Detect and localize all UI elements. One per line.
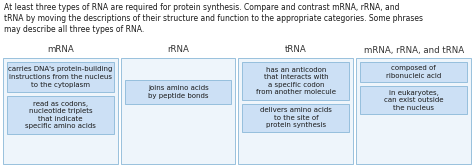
Text: rRNA: rRNA <box>167 46 189 54</box>
Text: has an anticodon
that interacts with
a specific codon
from another molecule: has an anticodon that interacts with a s… <box>256 67 336 95</box>
Text: mRNA, rRNA, and tRNA: mRNA, rRNA, and tRNA <box>364 46 464 54</box>
Text: tRNA: tRNA <box>285 46 307 54</box>
FancyBboxPatch shape <box>238 58 353 164</box>
FancyBboxPatch shape <box>243 62 349 100</box>
Text: composed of
ribonucleic acid: composed of ribonucleic acid <box>386 65 441 79</box>
FancyBboxPatch shape <box>125 80 231 104</box>
Text: read as codons,
nucleotide triplets
that indicate
specific amino acids: read as codons, nucleotide triplets that… <box>25 101 96 129</box>
Text: At least three types of RNA are required for protein synthesis. Compare and cont: At least three types of RNA are required… <box>4 3 423 34</box>
FancyBboxPatch shape <box>3 58 118 164</box>
Text: in eukaryotes,
can exist outside
the nucleus: in eukaryotes, can exist outside the nuc… <box>384 90 443 111</box>
Text: carries DNA's protein-building
instructions from the nucleus
to the cytoplasm: carries DNA's protein-building instructi… <box>8 67 112 88</box>
FancyBboxPatch shape <box>360 86 467 114</box>
Text: joins amino acids
by peptide bonds: joins amino acids by peptide bonds <box>148 85 209 99</box>
FancyBboxPatch shape <box>121 58 236 164</box>
FancyBboxPatch shape <box>356 58 471 164</box>
FancyBboxPatch shape <box>243 104 349 132</box>
Text: delivers amino acids
to the site of
protein synthesis: delivers amino acids to the site of prot… <box>260 108 332 129</box>
FancyBboxPatch shape <box>7 96 114 134</box>
FancyBboxPatch shape <box>360 62 467 82</box>
FancyBboxPatch shape <box>7 62 114 92</box>
Text: mRNA: mRNA <box>47 46 74 54</box>
